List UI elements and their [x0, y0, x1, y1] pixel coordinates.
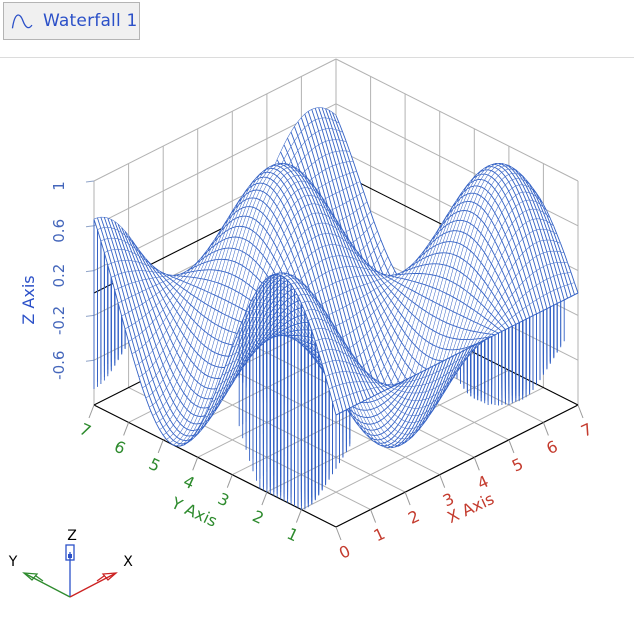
orientation-triad — [22, 544, 118, 598]
x-axis-title: X Axis — [444, 489, 497, 527]
z-tick-label: -0.2 — [50, 306, 68, 335]
x-tick-label: 7 — [578, 419, 595, 441]
tabbar-separator — [0, 57, 634, 58]
x-tick-label: 2 — [405, 506, 422, 528]
sine-wave-icon — [10, 7, 36, 35]
y-tick-label: 5 — [146, 454, 163, 476]
waterfall-surface — [93, 107, 579, 510]
x-tick-label: 0 — [336, 541, 353, 563]
triad-x-label: X — [123, 554, 133, 570]
y-tick-label: 4 — [180, 472, 197, 494]
x-tick-label: 6 — [543, 437, 560, 459]
y-tick-label: 2 — [250, 506, 267, 528]
triad-z-label: Z — [67, 528, 77, 544]
triad-y-label: Y — [8, 554, 18, 570]
tab-waterfall-1[interactable]: Waterfall 1 — [3, 2, 140, 40]
z-tick-label: 0.6 — [50, 219, 68, 243]
z-tick-label: -0.6 — [50, 351, 68, 380]
z-axis-title: Z Axis — [19, 275, 38, 324]
y-tick-label: 6 — [111, 437, 128, 459]
z-tick-label: 1 — [50, 181, 68, 191]
x-tick-label: 5 — [509, 454, 526, 476]
y-axis-title: Y Axis — [168, 493, 220, 531]
y-tick-label: 7 — [77, 419, 94, 441]
y-tick-label: 3 — [215, 489, 232, 511]
x-tick-label: 1 — [371, 524, 388, 546]
z-tick-label: 0.2 — [50, 264, 68, 288]
tab-label: Waterfall 1 — [43, 11, 138, 31]
y-tick-label: 1 — [284, 524, 301, 546]
